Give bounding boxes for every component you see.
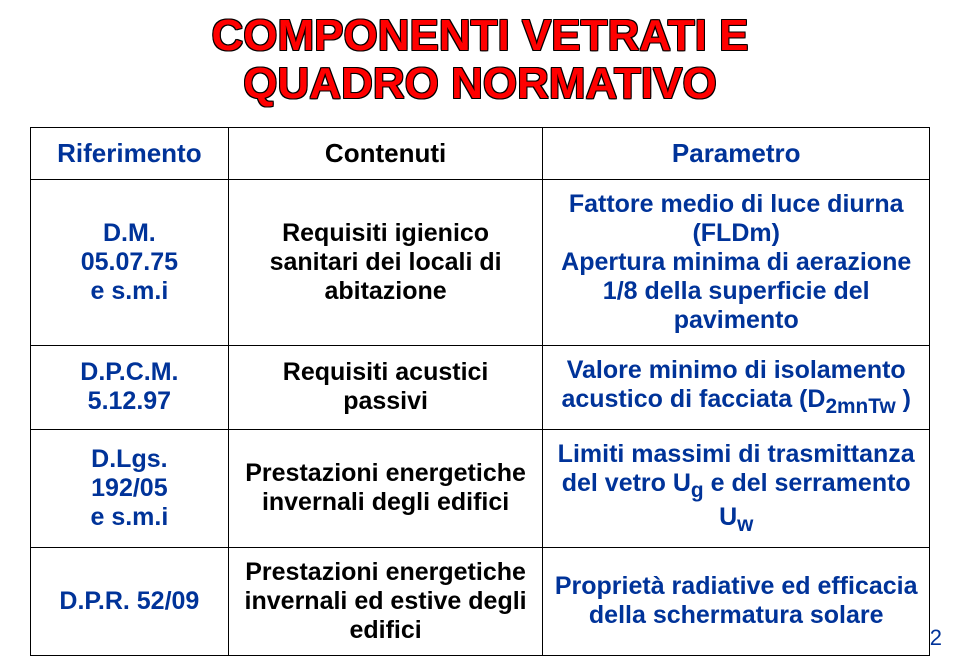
page-number: 2 [930, 625, 942, 651]
table-row: D.P.R. 52/09Prestazioni energetiche inve… [31, 547, 930, 655]
header-riferimento: Riferimento [31, 127, 229, 179]
slide-title: COMPONENTI VETRATI E QUADRO NORMATIVO [30, 12, 930, 109]
cell-riferimento: D.Lgs.192/05e s.m.i [31, 429, 229, 547]
cell-parametro: Proprietà radiative ed efficacia della s… [543, 547, 930, 655]
table-body: D.M.05.07.75e s.m.iRequisiti igienico sa… [31, 179, 930, 655]
table-row: D.Lgs.192/05e s.m.iPrestazioni energetic… [31, 429, 930, 547]
cell-contenuti: Requisiti acustici passivi [228, 345, 543, 429]
normative-table: Riferimento Contenuti Parametro D.M.05.0… [30, 127, 930, 656]
table-row: D.M.05.07.75e s.m.iRequisiti igienico sa… [31, 179, 930, 345]
header-parametro: Parametro [543, 127, 930, 179]
cell-contenuti: Requisiti igienico sanitari dei locali d… [228, 179, 543, 345]
cell-riferimento: D.P.C.M.5.12.97 [31, 345, 229, 429]
cell-parametro: Valore minimo di isolamento acustico di … [543, 345, 930, 429]
header-contenuti: Contenuti [228, 127, 543, 179]
cell-riferimento: D.M.05.07.75e s.m.i [31, 179, 229, 345]
table-header-row: Riferimento Contenuti Parametro [31, 127, 930, 179]
cell-parametro: Fattore medio di luce diurna (FLDm)Apert… [543, 179, 930, 345]
cell-riferimento: D.P.R. 52/09 [31, 547, 229, 655]
slide-page: COMPONENTI VETRATI E QUADRO NORMATIVO Ri… [0, 0, 960, 659]
cell-contenuti: Prestazioni energetiche invernali degli … [228, 429, 543, 547]
title-line-2: QUADRO NORMATIVO [243, 60, 716, 108]
cell-contenuti: Prestazioni energetiche invernali ed est… [228, 547, 543, 655]
title-line-1: COMPONENTI VETRATI E [212, 12, 749, 60]
table-row: D.P.C.M.5.12.97Requisiti acustici passiv… [31, 345, 930, 429]
cell-parametro: Limiti massimi di trasmittanza del vetro… [543, 429, 930, 547]
